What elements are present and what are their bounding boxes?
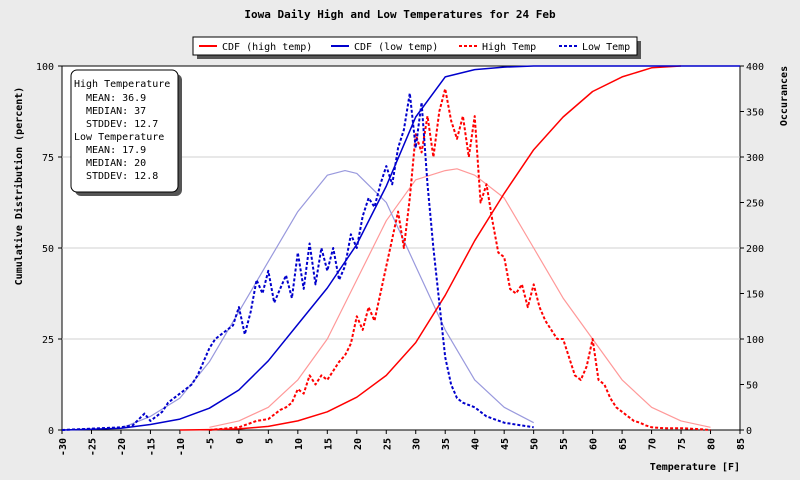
y-axis-right: 0 50 100 150 200 250 300 350 400 [740, 62, 764, 437]
x-tick-label: 70 [648, 438, 659, 450]
legend-label: High Temp [482, 42, 536, 53]
cdf-line-0 [179, 65, 682, 431]
stats-high-heading: High Temperature [74, 79, 170, 90]
legend-label: Low Temp [582, 42, 630, 53]
x-tick-label: 35 [441, 438, 452, 450]
series-line-3 [61, 92, 534, 431]
stats-high-median: MEDIAN: 37 [86, 106, 146, 117]
y-axis-left: 0 25 50 75 100 [36, 62, 62, 437]
chart-title: Iowa Daily High and Low Temperatures for… [244, 8, 556, 21]
legend-box [192, 36, 638, 56]
legend: CDF (high temp) CDF (low temp) High Temp Lo… [192, 36, 641, 59]
y-right-tick-label: 150 [746, 290, 764, 301]
x-tick-label: 40 [471, 438, 482, 450]
y-right-tick-label: 400 [746, 62, 764, 73]
x-tick-label: 45 [500, 438, 511, 450]
stats-low-mean: MEAN: 17.9 [86, 145, 146, 156]
x-tick-label: -5 [205, 438, 216, 450]
x-tick-label: 85 [736, 438, 747, 450]
y-left-tick-label: 0 [48, 426, 54, 437]
x-axis: -30 -25 -20 -15 -10 -5 0 5 10 15 20 25 30 35 40 45 50 55 6… [58, 430, 747, 456]
stats-high-stddev: STDDEV: 12.7 [86, 119, 158, 130]
y-right-tick-label: 200 [746, 244, 764, 255]
y-left-tick-label: 50 [42, 244, 54, 255]
x-tick-label: -20 [117, 438, 128, 456]
x-tick-label: 30 [412, 438, 423, 450]
x-tick-label: 55 [559, 438, 570, 450]
legend-label: CDF (high temp) [222, 42, 312, 53]
y-right-tick-label: 300 [746, 153, 764, 164]
x-tick-label: 10 [294, 438, 305, 450]
y-left-tick-label: 75 [42, 153, 54, 164]
stats-box: High Temperature MEAN: 36.9 MEDIAN: 37 S… [70, 69, 182, 196]
fit-curve-4 [209, 168, 711, 428]
x-tick-label: -25 [87, 438, 98, 456]
y-right-tick-label: 50 [746, 381, 758, 392]
stats-low-heading: Low Temperature [74, 132, 164, 143]
series-line-2 [209, 87, 711, 431]
x-tick-label: 5 [264, 438, 275, 444]
legend-label: CDF (low temp) [354, 42, 438, 53]
stats-low-stddev: STDDEV: 12.8 [86, 171, 158, 182]
y-axis-left-label: Cumulative Distribution (percent) [13, 87, 25, 286]
stats-box-frame [70, 69, 179, 193]
y-right-tick-label: 0 [746, 426, 752, 437]
cdf-line-1 [61, 65, 740, 431]
x-tick-label: 50 [530, 438, 541, 450]
x-tick-label: 15 [323, 438, 334, 450]
x-tick-label: 80 [707, 438, 718, 450]
stats-low-median: MEDIAN: 20 [86, 158, 146, 169]
y-axis-right-label: Occurances [779, 66, 790, 126]
x-tick-label: 20 [353, 438, 364, 450]
y-right-tick-label: 250 [746, 199, 764, 210]
y-left-tick-label: 25 [42, 335, 54, 346]
x-axis-label: Temperature [F] [650, 462, 740, 473]
y-right-tick-label: 100 [746, 335, 764, 346]
x-tick-label: 65 [618, 438, 629, 450]
y-right-tick-label: 350 [746, 108, 764, 119]
y-left-tick-label: 100 [36, 62, 54, 73]
series-layer [61, 65, 740, 431]
x-tick-label: 60 [589, 438, 600, 450]
x-tick-label: 75 [677, 438, 688, 450]
x-tick-label: -15 [146, 438, 157, 456]
x-tick-label: 25 [382, 438, 393, 450]
x-tick-label: -10 [176, 438, 187, 456]
stats-high-mean: MEAN: 36.9 [86, 93, 146, 104]
x-tick-label: 0 [235, 438, 246, 444]
x-tick-label: -30 [58, 438, 69, 456]
